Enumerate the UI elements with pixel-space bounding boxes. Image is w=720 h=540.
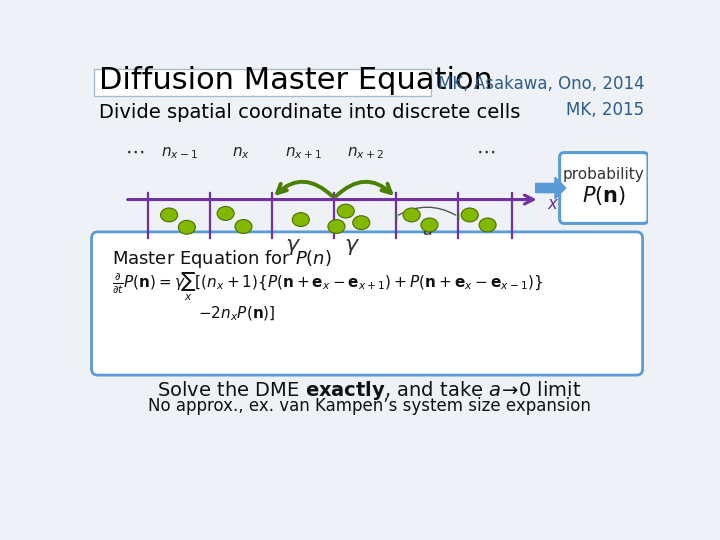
- Text: $P(\mathbf{n})$: $P(\mathbf{n})$: [582, 184, 626, 207]
- Ellipse shape: [217, 206, 234, 220]
- Ellipse shape: [328, 220, 345, 233]
- FancyBboxPatch shape: [94, 69, 431, 96]
- Ellipse shape: [462, 208, 478, 222]
- Ellipse shape: [421, 218, 438, 232]
- Polygon shape: [536, 177, 566, 199]
- Text: $a$: $a$: [422, 221, 433, 239]
- FancyBboxPatch shape: [91, 232, 642, 375]
- Text: $n_{x-1}$: $n_{x-1}$: [161, 145, 197, 161]
- Text: probability: probability: [563, 167, 644, 181]
- Text: Solve the DME $\mathbf{exactly}$, and take $a\!\to\!0$ limit: Solve the DME $\mathbf{exactly}$, and ta…: [157, 379, 581, 402]
- Text: Diffusion Master Equation: Diffusion Master Equation: [99, 66, 493, 94]
- Ellipse shape: [161, 208, 178, 222]
- Text: Divide spatial coordinate into discrete cells: Divide spatial coordinate into discrete …: [99, 103, 521, 122]
- Text: $\cdots$: $\cdots$: [476, 142, 495, 161]
- Text: $\gamma$: $\gamma$: [285, 237, 301, 257]
- Text: $\cdots$: $\cdots$: [125, 142, 145, 161]
- Text: $- 2n_x P(\mathbf{n})]$: $- 2n_x P(\mathbf{n})]$: [199, 305, 276, 323]
- Text: $x$: $x$: [547, 195, 559, 213]
- Ellipse shape: [479, 218, 496, 232]
- FancyBboxPatch shape: [559, 153, 648, 224]
- Ellipse shape: [353, 215, 370, 230]
- Ellipse shape: [179, 220, 195, 234]
- Ellipse shape: [403, 208, 420, 222]
- Ellipse shape: [235, 220, 252, 233]
- Text: $\gamma$: $\gamma$: [344, 237, 360, 257]
- Text: $n_{x+2}$: $n_{x+2}$: [347, 145, 384, 161]
- Text: $n_{x}$: $n_{x}$: [232, 145, 250, 161]
- Text: Master Equation for $P(n)$: Master Equation for $P(n)$: [112, 248, 331, 270]
- Text: $\frac{\partial}{\partial t}P(\mathbf{n}) = \gamma\!\sum_x[(n_x + 1)\{P(\mathbf{: $\frac{\partial}{\partial t}P(\mathbf{n}…: [112, 271, 543, 303]
- Ellipse shape: [292, 213, 310, 226]
- Text: MK, Asakawa, Ono, 2014
MK, 2015: MK, Asakawa, Ono, 2014 MK, 2015: [438, 75, 644, 119]
- Text: $n_{x+1}$: $n_{x+1}$: [284, 145, 322, 161]
- Text: No approx., ex. van Kampen’s system size expansion: No approx., ex. van Kampen’s system size…: [148, 397, 590, 415]
- Ellipse shape: [337, 204, 354, 218]
